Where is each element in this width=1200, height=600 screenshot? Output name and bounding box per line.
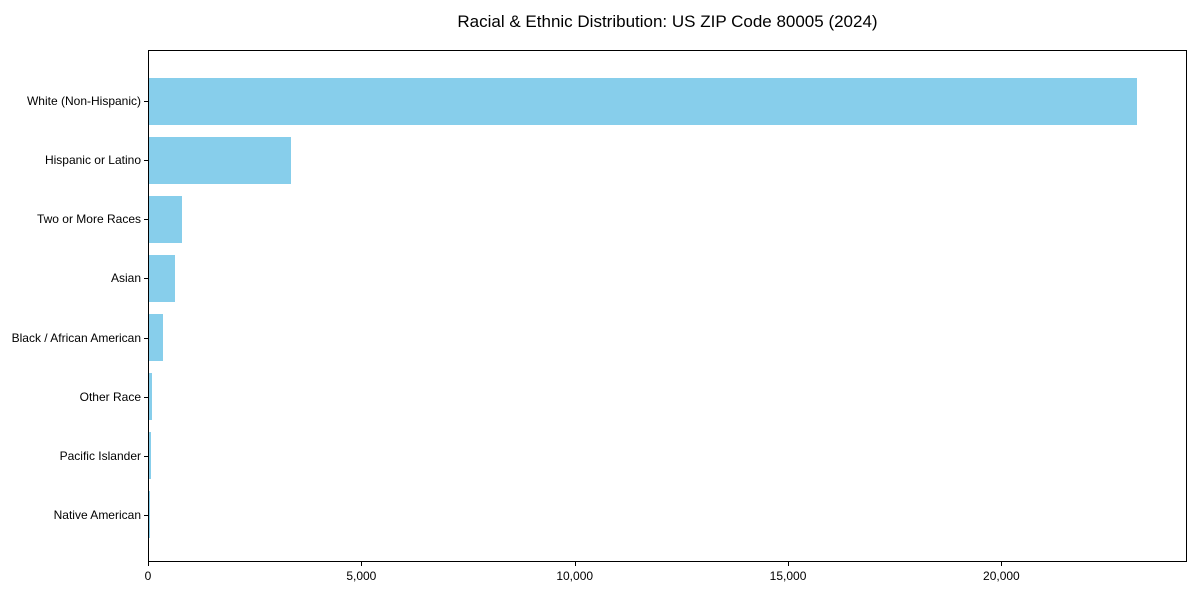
y-tick-label: Pacific Islander [59,448,141,463]
x-tick-label: 10,000 [556,569,594,583]
y-tick-mark [144,455,148,457]
x-tick-mark [361,562,363,566]
y-tick-label: Hispanic or Latino [44,153,141,168]
y-tick-mark [144,278,148,280]
y-tick-label: Asian [110,271,141,286]
bar-two-or-more-races [149,195,182,243]
y-tick-label: Two or More Races [36,212,141,227]
x-tick-mark [574,562,576,566]
x-tick-label: 15,000 [769,569,807,583]
y-tick-mark [144,514,148,516]
bar-other-race [149,373,152,421]
y-tick-label: Other Race [79,389,141,404]
x-tick-label: 20,000 [983,569,1020,583]
y-tick-label: Native American [53,507,141,522]
bar-hispanic-or-latino [149,136,291,184]
y-tick-label: Black / African American [11,330,141,345]
bar-black-african-american [149,314,163,362]
y-tick-mark [144,337,148,339]
x-tick-label: 0 [144,569,152,583]
x-tick-mark [148,562,149,566]
y-tick-mark [144,101,148,102]
plot-area [148,50,1187,562]
x-tick-mark [788,562,790,566]
y-tick-mark [144,396,148,398]
chart-title: Racial & Ethnic Distribution: US ZIP Cod… [457,12,878,31]
bar-white-non-hispanic [149,77,1138,125]
y-tick-label: White (Non-Hispanic) [26,94,141,108]
x-tick-label: 5,000 [346,569,377,583]
bar-asian [149,254,176,302]
x-tick-mark [1001,562,1003,566]
y-tick-mark [144,160,148,162]
y-tick-mark [144,219,148,221]
bar-native-american [149,491,150,539]
bar-pacific-islander [149,432,152,480]
